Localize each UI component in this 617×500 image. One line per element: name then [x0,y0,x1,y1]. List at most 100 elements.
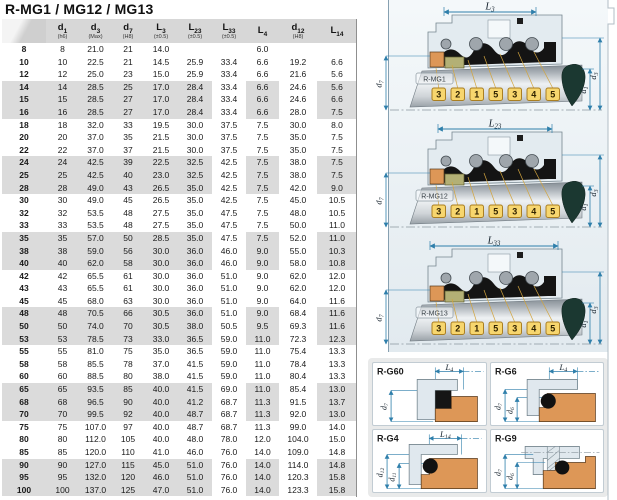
dimension-cell: 65 [46,383,79,396]
dimension-cell: 45 [46,294,79,308]
dimension-cell: 85.4 [279,383,317,396]
dimension-cell: 40.0 [144,433,178,446]
dimension-cell: 21 [112,43,144,56]
dimension-cell: 37.5 [212,118,246,132]
dimension-cell: 28.4 [178,105,212,119]
table-row: 100 100 137.0 125 47.0 51.0 76.0 14.0 123.3 15.8 [2,483,357,497]
callout-chip [507,87,522,101]
dimension-cell: 35.0 [279,143,317,157]
dimension-cell: 39 [112,156,144,169]
page-title: R-MG1 / MG12 / MG13 [5,1,154,17]
dimension-cell: 50.5 [212,320,246,333]
table-row: 25 25 42.5 40 23.0 32.5 42.5 7.5 38.0 7.5 [2,168,357,182]
dimension-cell: 11.3 [246,408,279,421]
dimension-cell: 46.0 [212,244,246,258]
dimension-cell: 63 [112,294,144,308]
dimension-cell: 14.0 [246,458,279,472]
row-size-label: 43 [2,282,46,295]
row-size-label: 32 [2,206,46,220]
callout-chip [488,321,503,335]
dimension-cell: 65.5 [79,282,112,295]
spring-ball [440,155,452,167]
dimension-cell: 33 [46,219,79,232]
dimension-cell: 95 [46,471,79,484]
dimension-cell: 93.5 [79,383,112,396]
callout-chip [469,321,484,335]
dimension-cell: 30.0 [144,282,178,295]
dimension-cell: 21.0 [79,43,112,56]
dimension-cell: 9.0 [246,294,279,308]
dimension-cell: 41.5 [178,357,212,371]
dimension-cell: 92 [112,408,144,421]
dimension-cell: 11.0 [246,332,279,346]
dimension-cell: 7.5 [317,143,357,157]
dimension-cell: 14.8 [317,458,357,472]
dimension-cell: 36.0 [178,294,212,308]
callout-number: 1 [474,90,479,100]
bellows-seal [438,275,548,300]
row-size-label: 38 [2,244,46,258]
dimension-cell: 33 [112,118,144,132]
dimension-cell: 33.0 [144,332,178,346]
table-row: 58 58 85.5 78 37.0 41.5 59.0 11.0 78.4 13.3 [2,357,357,371]
dimension-cell: 24 [46,156,79,169]
dimension-cell: 7.5 [246,231,279,245]
dimension-cell: 59.0 [212,345,246,358]
dimension-cell: 12.0 [317,269,357,283]
seat-label: R-G9 [495,433,517,443]
dimension-cell: 125 [112,483,144,497]
dimension-cell [279,43,317,56]
dimension-cell: 14.0 [246,471,279,484]
seat-box-r-g9: R-G9 d7 d6 [489,429,604,493]
callout-chip [469,87,484,101]
dimension-cell: 62.0 [79,257,112,270]
dimension-cell: 16 [46,105,79,119]
model-label-box [415,72,454,85]
seal-ring [544,276,556,296]
dimension-cell: 18 [46,118,79,132]
row-size-label: 22 [2,143,46,157]
dimension-cell: 7.5 [317,105,357,119]
dimension-cell: 46.0 [144,471,178,484]
dimension-cell: 49.0 [79,181,112,195]
seat-label: R-G60 [377,366,404,376]
dimension-cell: 42.0 [279,181,317,195]
drive-collar [487,253,511,273]
table-row: 38 38 59.0 56 30.0 36.0 46.0 9.0 55.0 10.3 [2,244,357,258]
dimension-cell: 90 [112,395,144,409]
dimension-cell: 22 [46,143,79,157]
dimension-cell: 76.0 [212,471,246,484]
callout-chip [526,87,541,101]
spring-ball [440,38,452,50]
dimension-cell: 41.2 [178,395,212,409]
dimension-cell: 11.3 [246,395,279,409]
dimension-cell: 25 [46,168,79,182]
dimension-cell: 6.6 [246,55,279,69]
dimension-cell: 9.0 [246,257,279,270]
dimension-cell: 30.0 [144,257,178,270]
dimension-cell: 15.8 [317,483,357,497]
dimension-cell: 88.5 [79,370,112,384]
diagram-r-mg13: 3 2 1 5 3 4 5 R-MG13 L33 d1 d3 d7 [376,236,604,345]
spring-ball [499,154,513,168]
dimension-cell: 11.0 [246,383,279,396]
callout-number: 5 [493,207,498,217]
dimension-cell: 78.0 [212,433,246,446]
table-row: 48 48 70.5 66 30.5 36.0 51.0 9.0 68.4 11.6 [2,307,357,321]
dimension-cell: 69.0 [212,383,246,396]
dimension-cell: 21.5 [144,143,178,157]
dimension-cell: 11.0 [246,345,279,358]
dimension-cell: 22.5 [144,156,178,169]
table-row: 95 95 132.0 120 46.0 51.0 76.0 14.0 120.3 15.8 [2,471,357,484]
callout-chip [488,204,503,218]
column-header: L23 (±0.5) [178,19,212,43]
dimension-cell: 45.0 [279,194,317,207]
dimension-cell: 45.0 [144,458,178,472]
dimension-cell: 9.0 [246,282,279,295]
dimension-cell: 6.6 [246,80,279,94]
table-row: 40 40 62.0 58 30.0 36.0 46.0 9.0 58.0 10.8 [2,257,357,270]
diagram-r-mg12: 3 2 1 5 3 4 5 R-MG12 L23 d1 d3 d7 [376,119,604,228]
dimension-cell: 85 [112,383,144,396]
dimension-cell: 92.0 [279,408,317,421]
dimension-cell: 13.0 [317,408,357,421]
